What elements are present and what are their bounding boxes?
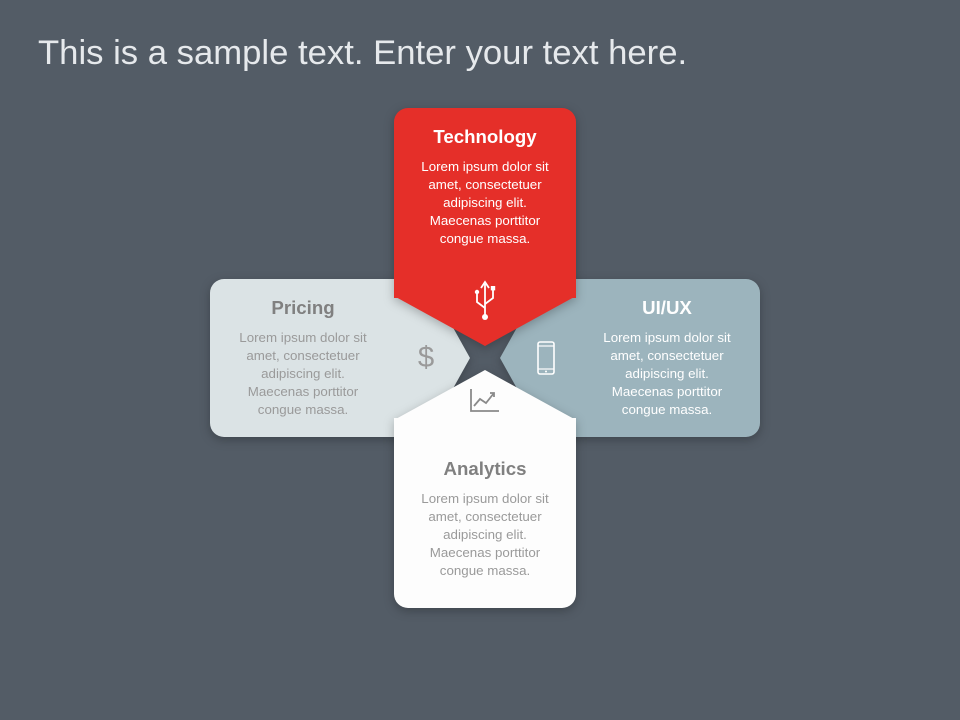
line-chart-icon bbox=[394, 386, 576, 414]
panel-technology-body: Technology Lorem ipsum dolor sit amet, c… bbox=[394, 108, 576, 298]
panel-technology-title: Technology bbox=[408, 126, 562, 148]
panel-analytics: Analytics Lorem ipsum dolor sit amet, co… bbox=[394, 370, 576, 608]
panel-pricing-title: Pricing bbox=[224, 297, 382, 319]
panel-analytics-desc: Lorem ipsum dolor sit amet, consectetuer… bbox=[408, 490, 562, 580]
panel-technology: Technology Lorem ipsum dolor sit amet, c… bbox=[394, 108, 576, 346]
panel-pricing-desc: Lorem ipsum dolor sit amet, consectetuer… bbox=[224, 329, 382, 419]
panel-uiux-desc: Lorem ipsum dolor sit amet, consectetuer… bbox=[588, 329, 746, 419]
panel-analytics-title: Analytics bbox=[408, 458, 562, 480]
panel-uiux-title: UI/UX bbox=[588, 297, 746, 319]
panel-technology-desc: Lorem ipsum dolor sit amet, consectetuer… bbox=[408, 158, 562, 248]
usb-icon bbox=[394, 278, 576, 322]
slide: This is a sample text. Enter your text h… bbox=[0, 0, 960, 720]
diagram-stage: Pricing Lorem ipsum dolor sit amet, cons… bbox=[0, 0, 960, 720]
panel-analytics-body: Analytics Lorem ipsum dolor sit amet, co… bbox=[394, 418, 576, 608]
